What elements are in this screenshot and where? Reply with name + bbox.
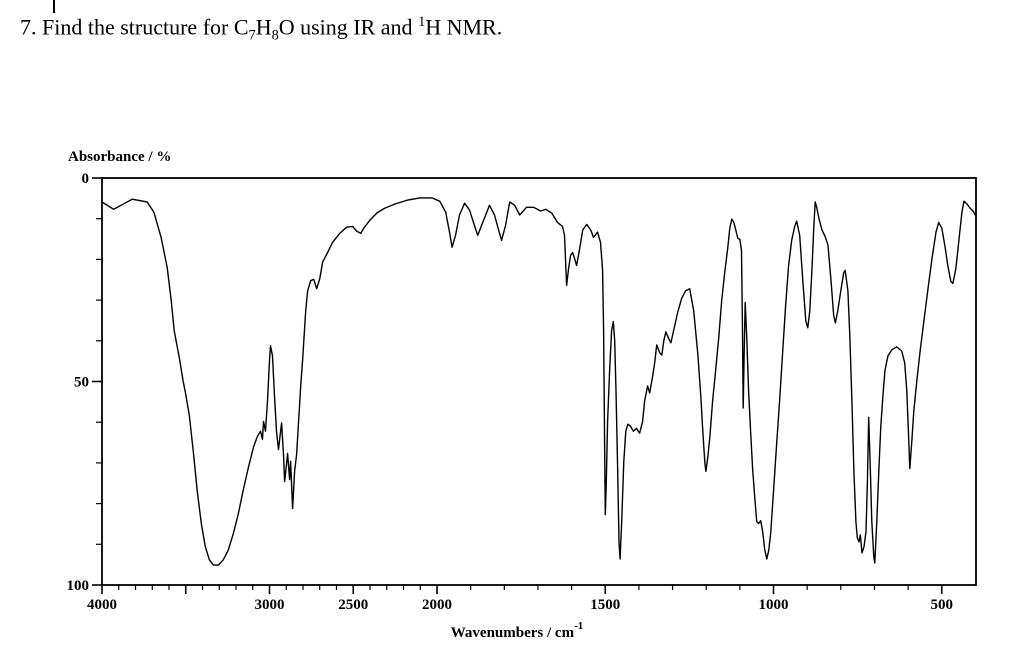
y-axis-tick-label: 50 bbox=[74, 375, 89, 391]
x-axis-tick-label: 1500 bbox=[590, 597, 620, 613]
scan-artifact-mark bbox=[53, 0, 55, 13]
title-segment: H bbox=[255, 14, 272, 40]
x-axis-tick-label: 4000 bbox=[87, 597, 117, 613]
x-axis-tick-label: 3000 bbox=[255, 597, 285, 613]
title-segment: 7. Find the structure for C bbox=[20, 14, 249, 40]
ir-spectrum-curve bbox=[101, 197, 977, 566]
y-axis-title: Absorbance / % bbox=[68, 149, 171, 165]
title-segment: H NMR. bbox=[425, 14, 503, 40]
title-segment: O using IR and bbox=[278, 14, 419, 40]
y-axis-tick-label: 0 bbox=[82, 171, 90, 187]
y-axis-tick-label: 100 bbox=[67, 578, 90, 594]
x-axis-tick-label: 1000 bbox=[759, 597, 789, 613]
title-segment: 1 bbox=[418, 14, 426, 30]
page-title: 7. Find the structure for C7H8O using IR… bbox=[20, 8, 502, 50]
title-segment: 8 bbox=[271, 27, 279, 44]
x-axis-tick-label: 500 bbox=[931, 597, 954, 613]
x-axis-tick-label: 2000 bbox=[422, 597, 452, 613]
x-axis-tick-label: 2500 bbox=[338, 597, 368, 613]
title-segment: 7 bbox=[248, 27, 256, 44]
x-axis-title: Wavenumbers / cm-1 bbox=[451, 620, 584, 641]
plot-border bbox=[101, 177, 977, 586]
